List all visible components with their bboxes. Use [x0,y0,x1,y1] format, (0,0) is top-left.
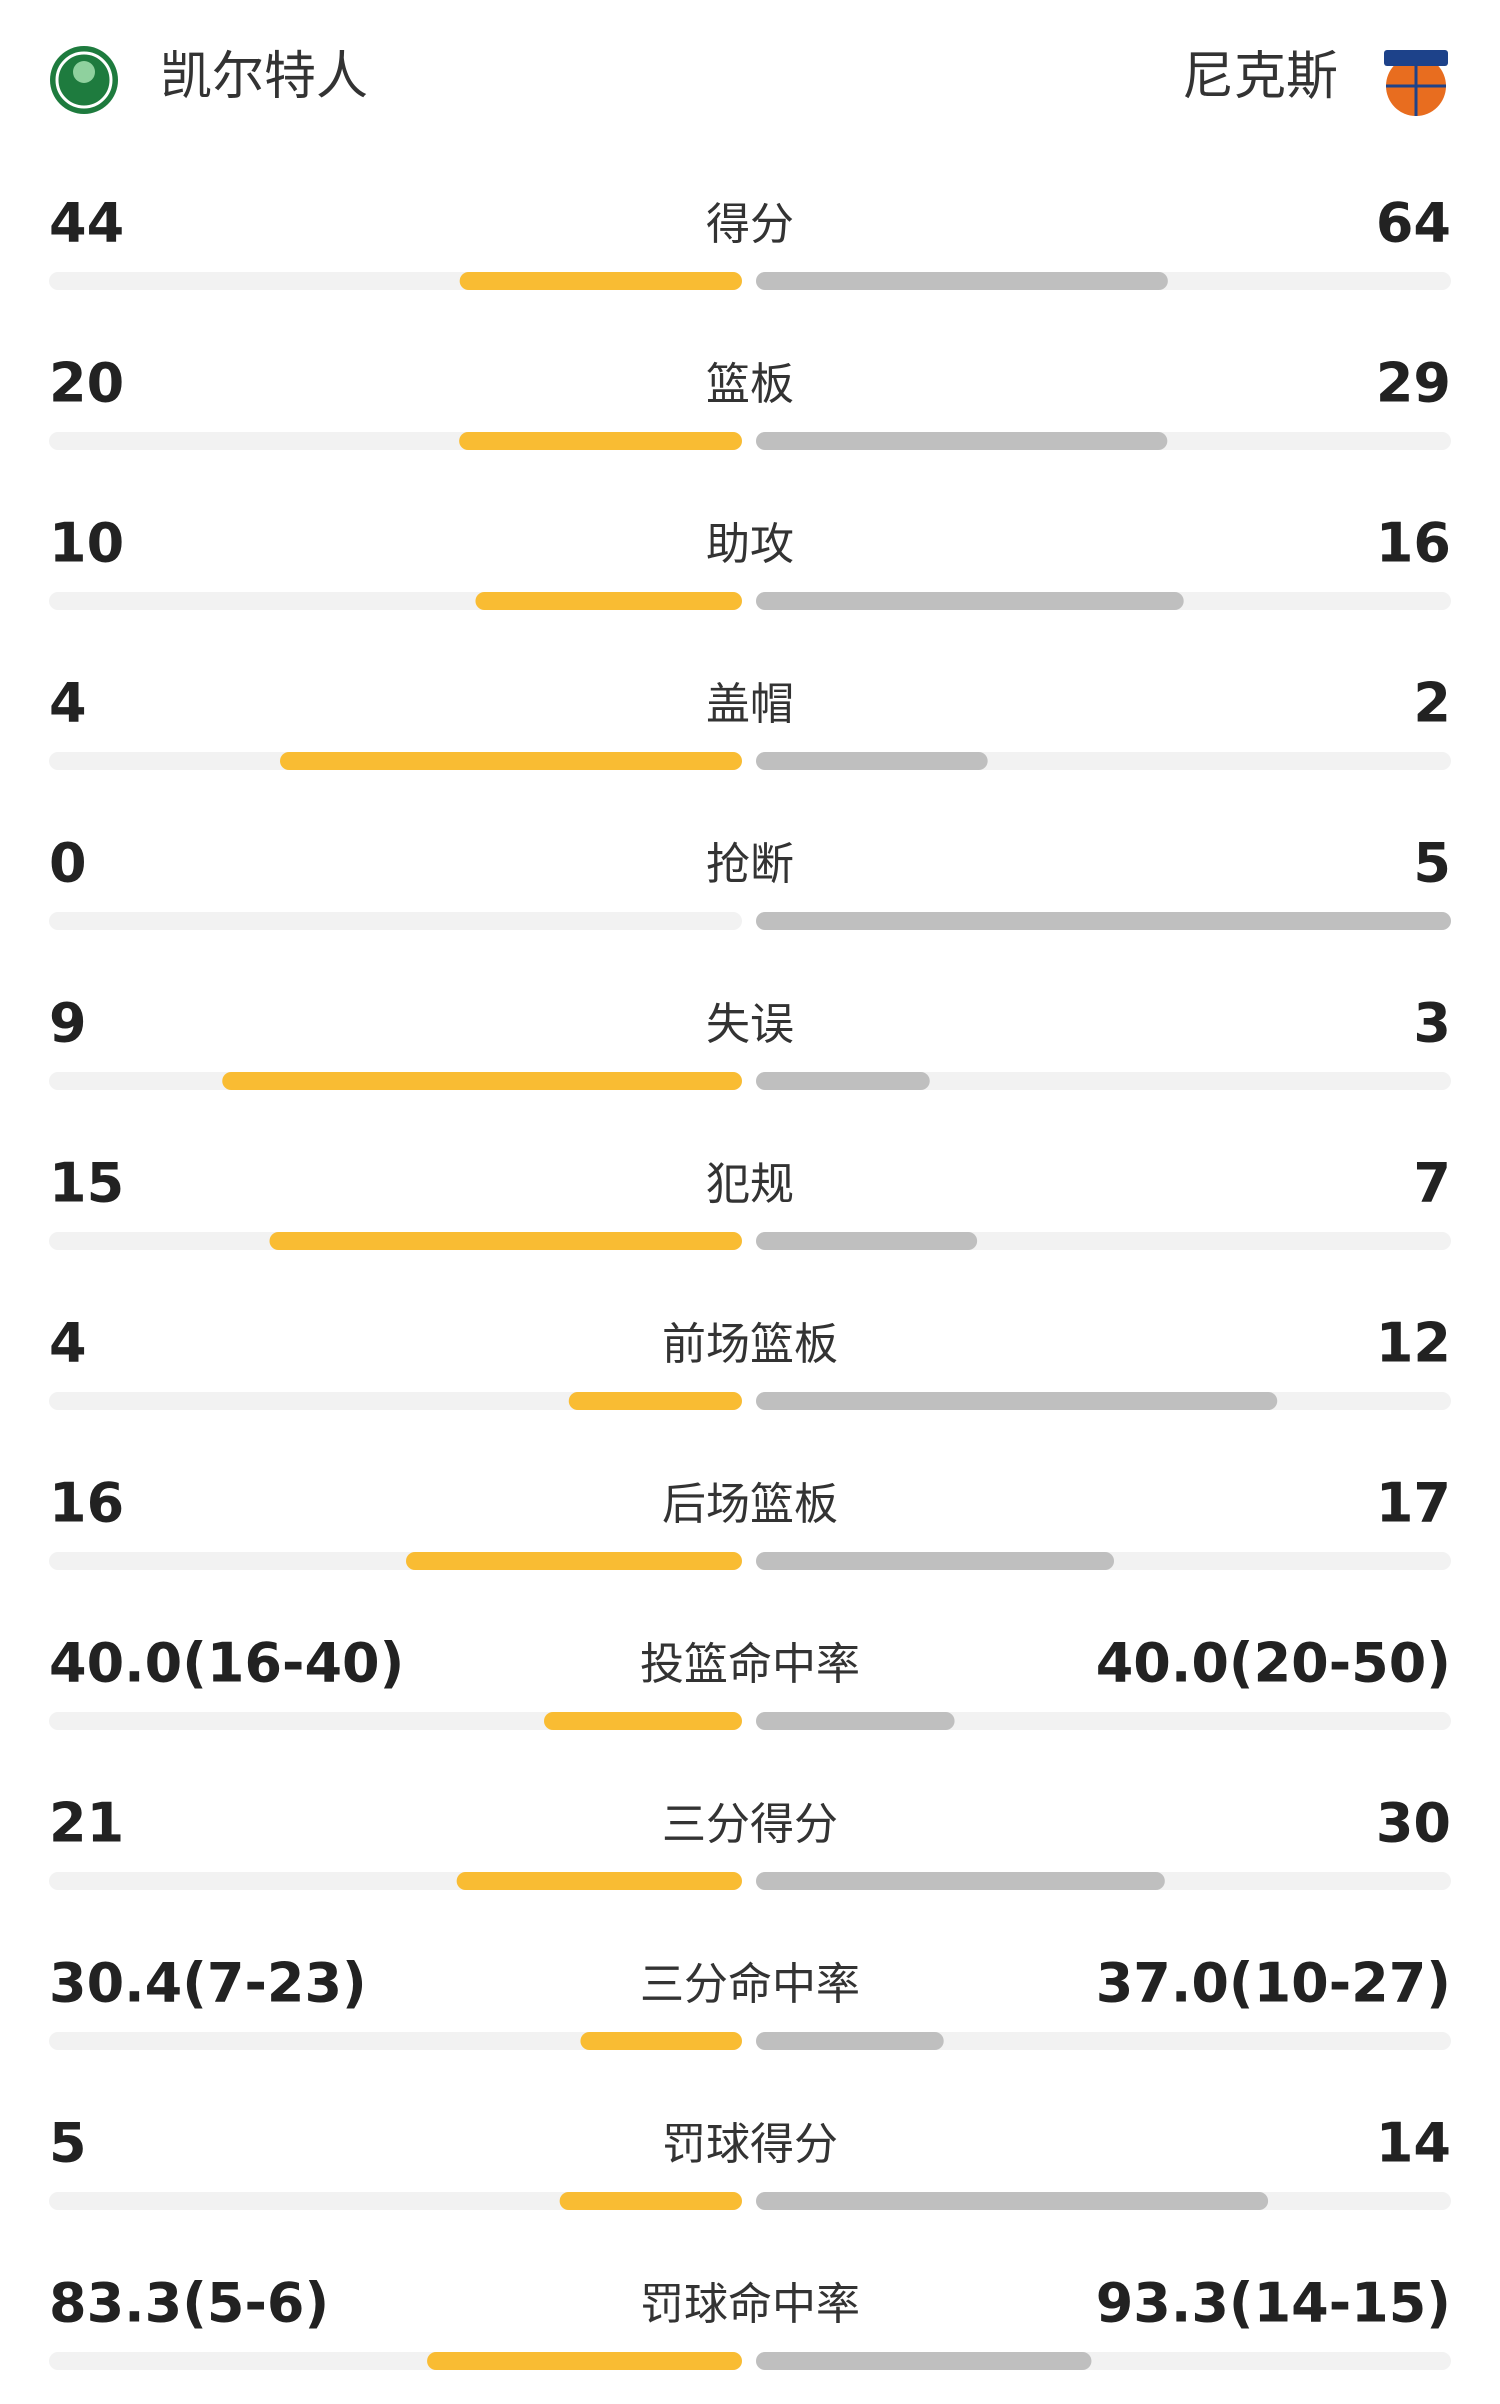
away-team-name: 尼克斯 [1182,47,1338,107]
away-value: 64 [1376,192,1451,255]
away-value: 37.0(10-27) [1096,1952,1451,2015]
away-value: 12 [1376,1312,1451,1375]
away-bar [756,2352,1092,2370]
home-value: 0 [49,832,87,895]
home-value: 83.3(5-6) [49,2272,329,2335]
away-bar [756,912,1451,930]
away-bar [756,1872,1165,1890]
away-bar [756,1072,930,1090]
away-value: 29 [1376,352,1451,415]
stat-label: 抢断 [706,839,794,890]
home-team-name: 凯尔特人 [160,47,368,107]
away-bar [756,432,1168,450]
home-value: 16 [49,1472,124,1535]
home-bar [459,432,742,450]
home-bar [559,2192,742,2210]
home-value: 44 [49,192,124,255]
away-value: 2 [1413,672,1451,735]
home-logo [50,46,118,114]
home-value: 20 [49,352,124,415]
stat-label: 盖帽 [706,679,794,730]
home-bar [280,752,742,770]
home-value: 9 [49,992,87,1055]
home-bar [222,1072,742,1090]
home-value: 21 [49,1792,124,1855]
away-track [756,1072,1451,1090]
stat-label: 失误 [706,999,794,1050]
stat-label: 三分命中率 [640,1959,860,2010]
away-bar [756,1552,1115,1570]
home-bar [568,1392,742,1410]
stat-label: 得分 [706,199,794,250]
away-logo [1384,50,1448,116]
home-track [49,912,742,930]
away-bar [756,752,988,770]
home-bar [269,1232,742,1250]
away-value: 7 [1413,1152,1451,1215]
away-value: 16 [1376,512,1451,575]
home-bar [459,272,742,290]
away-bar [756,1232,978,1250]
home-bar [427,2352,742,2370]
stat-label: 后场篮板 [662,1479,838,1530]
away-bar [756,2192,1269,2210]
away-bar [756,2032,944,2050]
away-bar [756,1712,955,1730]
away-value: 5 [1413,832,1451,895]
away-value: 14 [1376,2112,1451,2175]
stat-label: 助攻 [706,519,794,570]
home-bar [406,1552,742,1570]
away-bar [756,592,1184,610]
stat-label: 前场篮板 [662,1319,838,1370]
away-value: 17 [1376,1472,1451,1535]
stat-label: 投篮命中率 [640,1639,860,1690]
home-track [49,1392,742,1410]
home-bar [580,2032,742,2050]
stat-label: 三分得分 [662,1799,838,1850]
home-value: 40.0(16-40) [49,1632,404,1695]
home-value: 4 [49,1312,87,1375]
away-value: 30 [1376,1792,1451,1855]
home-value: 30.4(7-23) [49,1952,367,2015]
away-value: 93.3(14-15) [1096,2272,1451,2335]
stat-label: 篮板 [706,359,794,410]
home-bar [456,1872,742,1890]
home-bar [544,1712,742,1730]
away-bar [756,1392,1278,1410]
home-value: 15 [49,1152,124,1215]
stat-label: 罚球命中率 [640,2279,860,2330]
home-value: 5 [49,2112,87,2175]
home-track [49,2032,742,2050]
away-bar [756,272,1168,290]
stat-label: 罚球得分 [662,2119,838,2170]
stat-label: 犯规 [706,1159,794,1210]
home-bar [475,592,742,610]
away-value: 3 [1413,992,1451,1055]
home-value: 10 [49,512,124,575]
home-value: 4 [49,672,87,735]
away-value: 40.0(20-50) [1096,1632,1451,1695]
